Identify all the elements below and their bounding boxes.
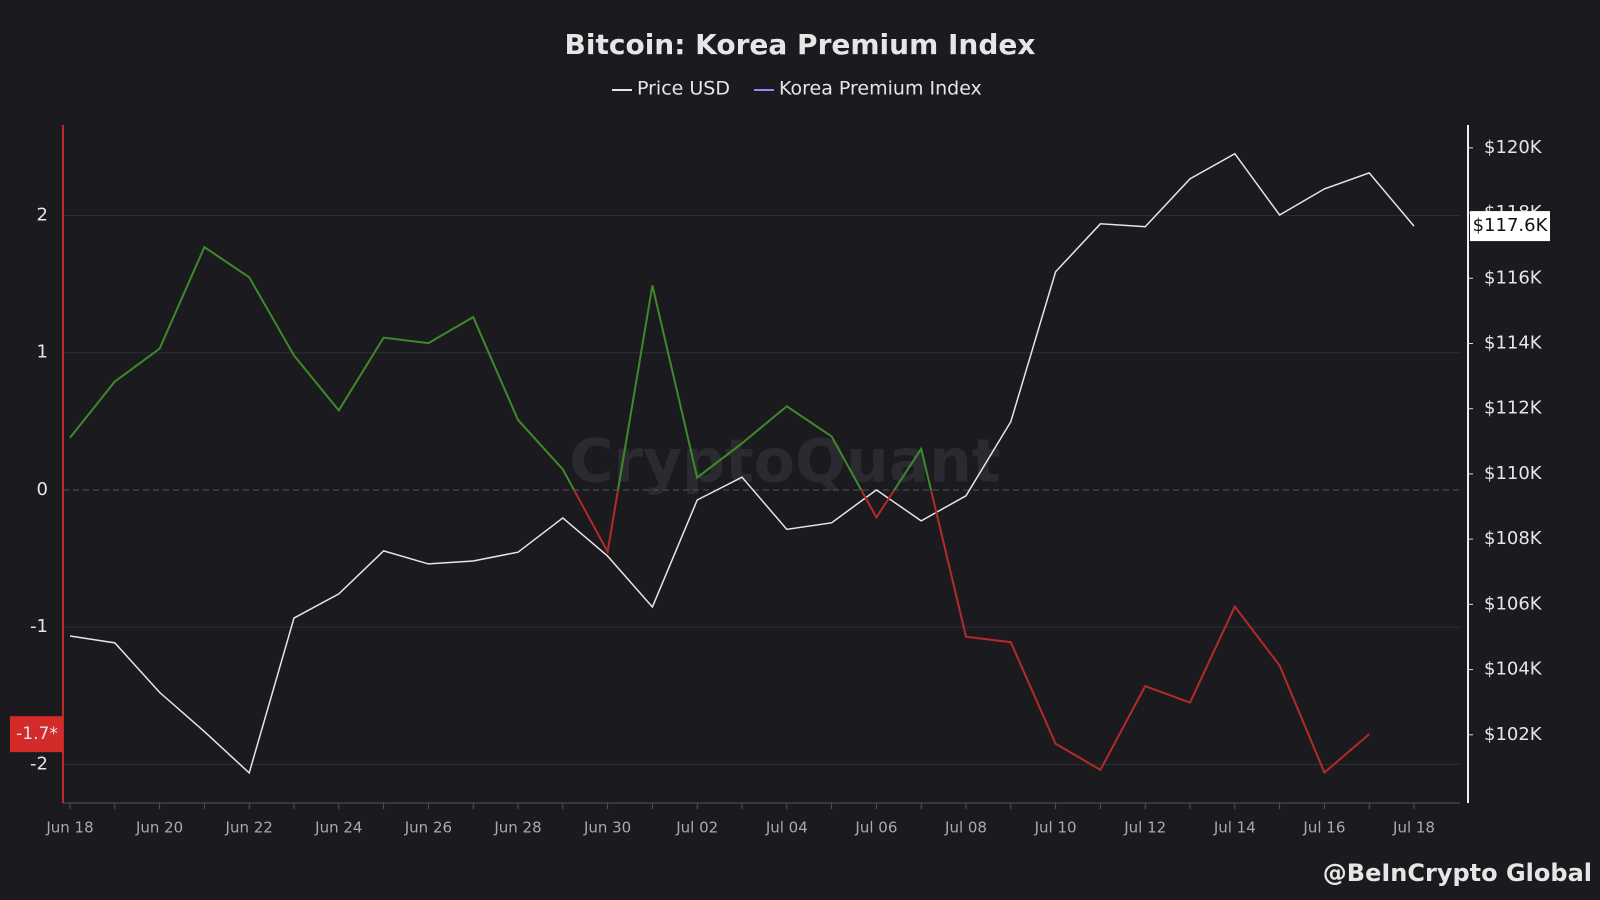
credit: @BeInCrypto Global bbox=[1323, 859, 1592, 887]
annotation-box bbox=[10, 716, 63, 753]
legend-label: Korea Premium Index bbox=[779, 78, 982, 100]
value-label: $117.6K bbox=[1473, 215, 1549, 236]
y-tick-label: 2 bbox=[37, 205, 48, 226]
series-line-negative bbox=[572, 489, 1370, 775]
x-tick-label: Jun 30 bbox=[583, 819, 631, 837]
annotation: -1.7* bbox=[16, 724, 58, 744]
x-tick-label: Jun 18 bbox=[45, 819, 93, 837]
legend-label: Price USD bbox=[637, 78, 730, 100]
chart-title: Bitcoin: Korea Premium Index bbox=[565, 28, 1036, 61]
x-tick-label: Jun 28 bbox=[493, 819, 541, 837]
x-tick-label: Jul 16 bbox=[1302, 819, 1345, 837]
y-tick-label: 1 bbox=[37, 342, 48, 363]
y-tick-label: -1 bbox=[30, 616, 48, 637]
x-tick-label: Jul 18 bbox=[1392, 819, 1435, 837]
y2-tick-label: $110K bbox=[1484, 463, 1543, 484]
watermark: CryptoQuant bbox=[569, 427, 1000, 497]
y2-tick-label: $112K bbox=[1484, 398, 1543, 419]
series-line-positive bbox=[69, 245, 933, 490]
y2-tick-label: $104K bbox=[1484, 659, 1543, 680]
y2-tick-label: $102K bbox=[1484, 724, 1543, 745]
y2-tick-label: $116K bbox=[1484, 267, 1543, 288]
y2-tick-label: $108K bbox=[1484, 528, 1543, 549]
value-label-box bbox=[1470, 211, 1550, 242]
x-tick-label: Jun 24 bbox=[314, 819, 362, 837]
x-tick-label: Jul 12 bbox=[1123, 819, 1166, 837]
y2-tick-label: $114K bbox=[1484, 332, 1543, 353]
x-tick-label: Jun 20 bbox=[135, 819, 183, 837]
x-tick-label: Jul 06 bbox=[854, 819, 897, 837]
y-tick-label: -2 bbox=[30, 753, 48, 774]
y-tick-label: 0 bbox=[37, 479, 48, 500]
x-tick-label: Jul 10 bbox=[1034, 819, 1077, 837]
x-tick-label: Jul 14 bbox=[1213, 819, 1256, 837]
y2-tick-label: $106K bbox=[1484, 593, 1543, 614]
y2-tick-label: $120K bbox=[1484, 137, 1543, 158]
x-tick-label: Jun 26 bbox=[404, 819, 452, 837]
x-tick-label: Jul 08 bbox=[944, 819, 987, 837]
x-tick-label: Jul 02 bbox=[675, 819, 718, 837]
series-line bbox=[69, 152, 1415, 775]
x-tick-label: Jul 04 bbox=[765, 819, 808, 837]
x-tick-label: Jun 22 bbox=[225, 819, 273, 837]
